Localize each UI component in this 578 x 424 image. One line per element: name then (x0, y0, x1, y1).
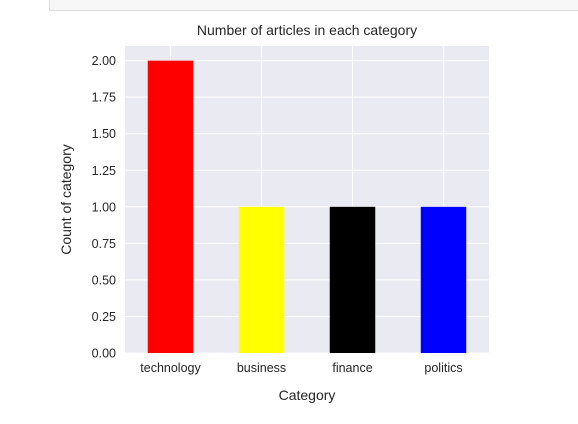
y-tick-label: 1.00 (92, 200, 116, 214)
y-tick-label: 0.00 (92, 347, 116, 361)
bar-business (238, 206, 285, 353)
chart-title: Number of articles in each category (197, 22, 417, 38)
x-tick-label-finance: finance (332, 361, 372, 375)
y-tick-label: 1.75 (92, 91, 116, 105)
y-tick-label: 0.50 (92, 273, 116, 287)
bar-politics (420, 206, 467, 353)
y-tick-label: 0.75 (92, 237, 116, 251)
x-tick-label-politics: politics (424, 361, 462, 375)
y-tick-labels: 0.00 0.25 0.50 0.75 1.00 1.25 1.50 1.75 2.00 (92, 54, 116, 360)
bar-finance (329, 206, 376, 353)
y-tick-label: 0.25 (92, 310, 116, 324)
bar-technology (147, 60, 194, 353)
y-axis-label: Count of category (58, 144, 74, 255)
y-tick-label: 1.25 (92, 164, 116, 178)
y-tick-label: 2.00 (92, 54, 116, 68)
y-tick-label: 1.50 (92, 127, 116, 141)
x-axis-label: Category (279, 387, 336, 403)
x-tick-labels: technology business finance politics (140, 361, 462, 375)
bars (147, 60, 467, 353)
notebook-cell-strip (49, 0, 578, 11)
x-tick-label-technology: technology (140, 361, 201, 375)
x-tick-label-business: business (237, 361, 286, 375)
